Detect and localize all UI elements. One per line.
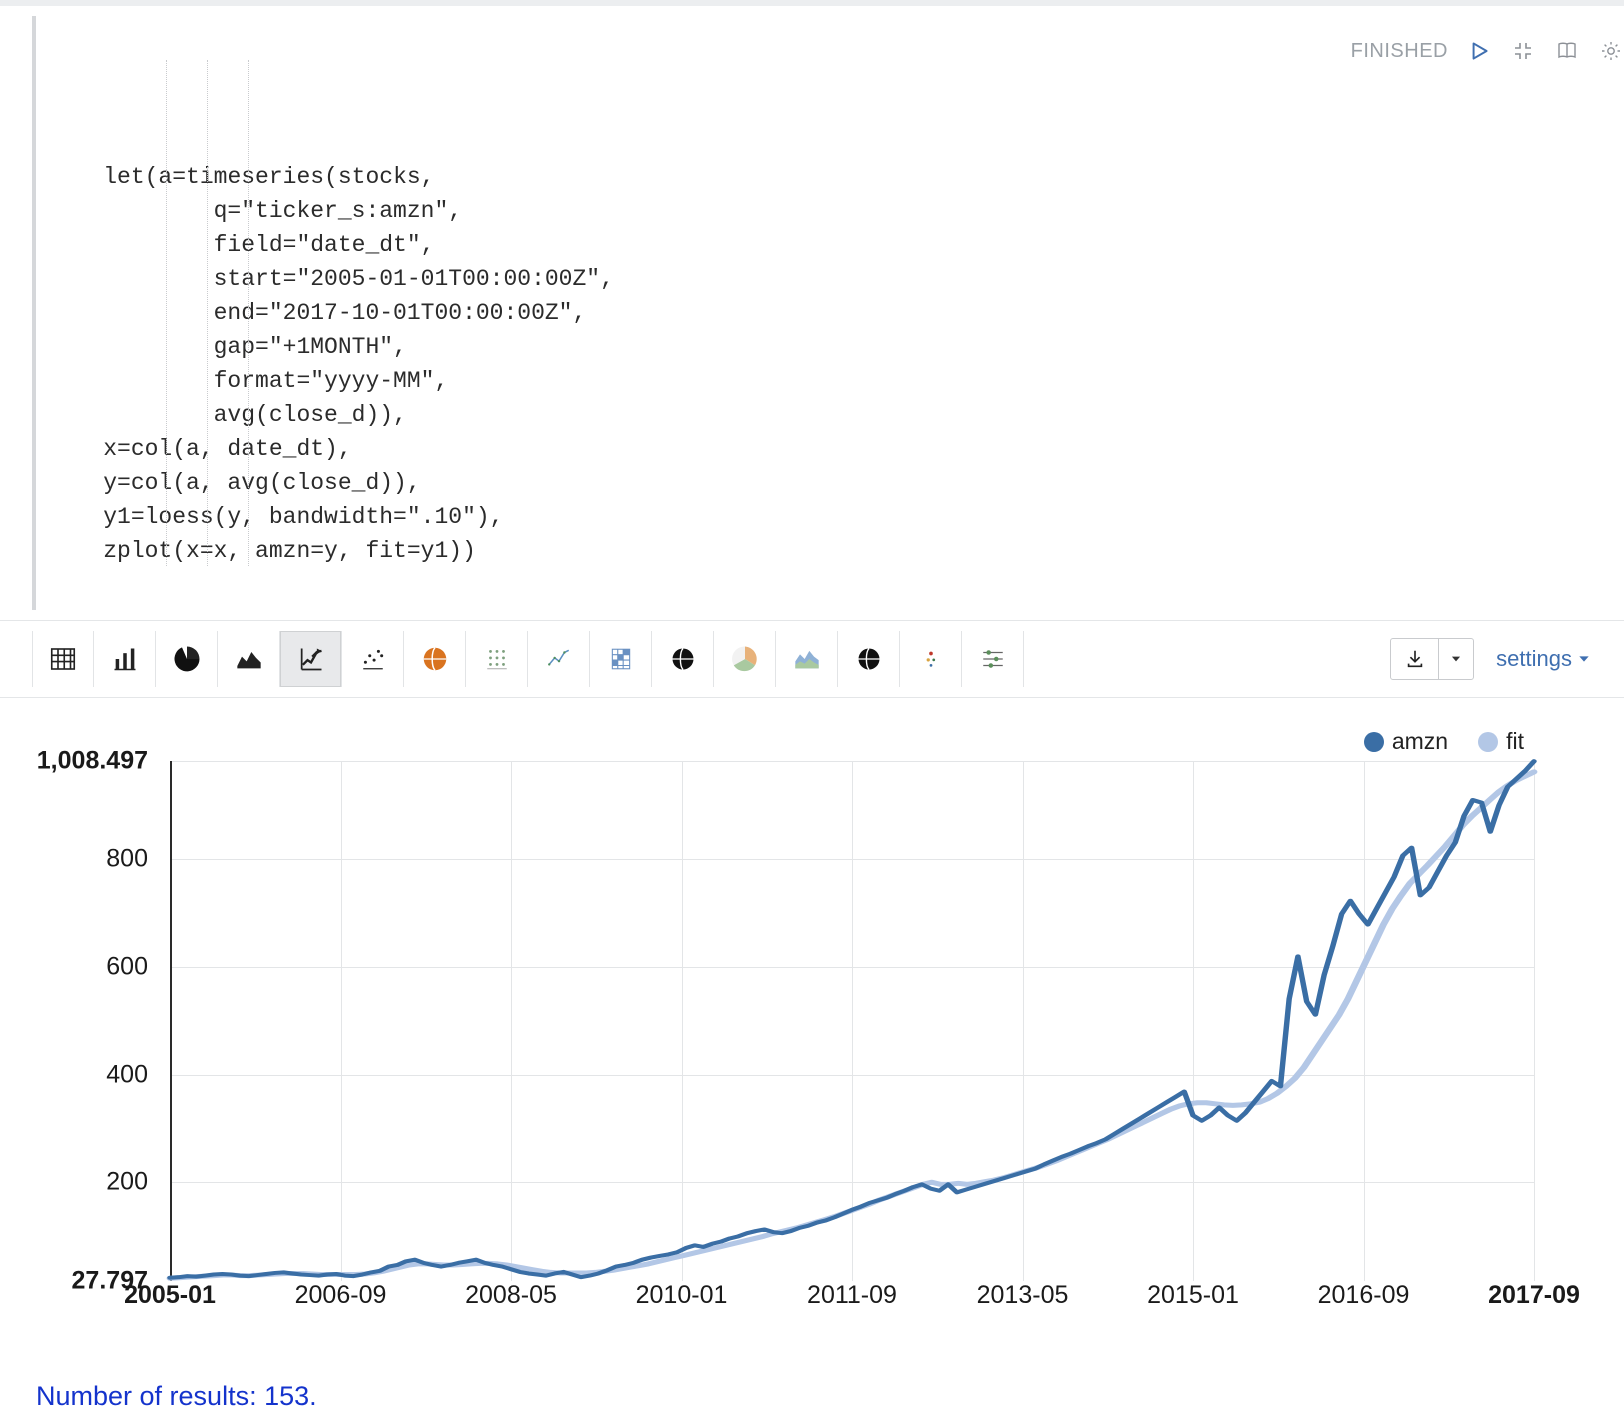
chart-type-scatter-line[interactable] [342,631,404,687]
chart-type-scatter-trend[interactable] [528,631,590,687]
chart-type-area-blue-green[interactable] [776,631,838,687]
plot-area[interactable]: 1,008.497 800 600 400 200 27.797 [170,761,1534,1281]
legend-item-fit[interactable]: fit [1478,728,1524,755]
chart-type-globe-black-2[interactable] [838,631,900,687]
x-axis-labels: 2005-01 2006-09 2008-05 2010-01 2011-09 … [170,1281,1534,1321]
chart-type-pie-green-orange[interactable] [714,631,776,687]
y-tick-200: 200 [106,1168,148,1197]
settings-label-text: settings [1496,646,1572,672]
chart-type-globe-black[interactable] [652,631,714,687]
y-tick-800: 800 [106,845,148,874]
x-tick-3: 2010-01 [636,1281,728,1310]
chart-type-dot-grid[interactable] [466,631,528,687]
x-tick-4: 2011-09 [807,1281,897,1310]
settings-dropdown[interactable]: settings [1496,646,1592,672]
results-row: Number of results: 153. [0,1331,1624,1412]
run-icon[interactable] [1466,38,1492,64]
code-editor-panel: let(a=timeseries(stocks, q="ticker_s:amz… [0,6,1624,620]
download-dropdown-caret-icon[interactable] [1439,639,1473,679]
results-count-text: Number of results: 153. [36,1381,317,1411]
y-tick-400: 400 [106,1060,148,1089]
y-axis-labels: 1,008.497 800 600 400 200 27.797 [62,761,162,1281]
code-selection-bar [32,16,36,610]
x-tick-7: 2016-09 [1318,1281,1410,1310]
chart-type-line[interactable] [280,631,342,687]
y-tick-600: 600 [106,952,148,981]
chart-container: amzn fit 1,008.497 800 600 400 200 27.79… [0,698,1624,1331]
run-status-row: FINISHED [1351,24,1624,64]
x-tick-2: 2008-05 [465,1281,557,1310]
download-button-group[interactable] [1390,638,1474,680]
collapse-icon[interactable] [1510,38,1536,64]
chart-type-table[interactable] [32,631,94,687]
x-tick-1: 2006-09 [295,1281,387,1310]
gear-icon[interactable] [1598,38,1624,64]
y-tick-top: 1,008.497 [37,747,148,776]
legend-dot-amzn [1364,732,1384,752]
chart-type-heatmap[interactable] [590,631,652,687]
download-icon[interactable] [1391,639,1439,679]
book-icon[interactable] [1554,38,1580,64]
legend-label-fit: fit [1506,728,1524,755]
chart-type-world-orange[interactable] [404,631,466,687]
chart-type-dot-scatter[interactable] [900,631,962,687]
chart-type-area[interactable] [218,631,280,687]
status-label: FINISHED [1351,40,1448,63]
legend-item-amzn[interactable]: amzn [1364,728,1448,755]
legend: amzn fit [60,728,1564,755]
chart-type-bar[interactable] [94,631,156,687]
chart-type-toolbar: settings [0,620,1624,698]
x-tick-6: 2015-01 [1147,1281,1239,1310]
x-tick-5: 2013-05 [977,1281,1069,1310]
line-chart-svg[interactable] [170,761,1534,1281]
x-tick-8: 2017-09 [1488,1281,1580,1310]
code-block[interactable]: let(a=timeseries(stocks, q="ticker_s:amz… [48,24,614,602]
chart-type-sliders[interactable] [962,631,1024,687]
legend-dot-fit [1478,732,1498,752]
x-tick-0: 2005-01 [124,1281,216,1310]
chart-type-pie[interactable] [156,631,218,687]
legend-label-amzn: amzn [1392,728,1448,755]
